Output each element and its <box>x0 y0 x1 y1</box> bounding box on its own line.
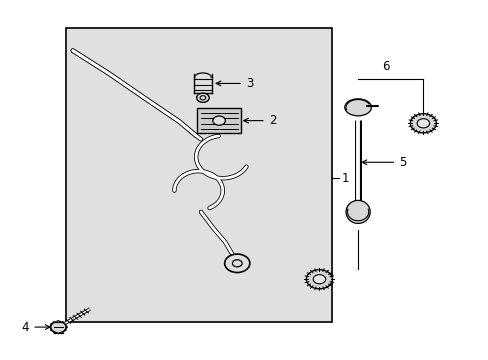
Circle shape <box>312 275 325 284</box>
Text: 2: 2 <box>243 114 276 127</box>
Text: 4: 4 <box>22 321 50 334</box>
Ellipse shape <box>344 99 371 116</box>
Ellipse shape <box>346 201 369 224</box>
Text: 5: 5 <box>362 156 406 169</box>
Circle shape <box>224 254 249 273</box>
Circle shape <box>306 270 332 289</box>
Circle shape <box>409 114 435 133</box>
Circle shape <box>212 116 225 125</box>
Text: 3: 3 <box>216 77 253 90</box>
FancyBboxPatch shape <box>197 108 241 133</box>
Circle shape <box>200 96 205 100</box>
FancyBboxPatch shape <box>65 28 331 322</box>
Text: 1: 1 <box>342 172 349 185</box>
Circle shape <box>196 93 209 102</box>
Circle shape <box>232 260 242 267</box>
Circle shape <box>416 119 429 128</box>
Text: 6: 6 <box>382 60 389 73</box>
